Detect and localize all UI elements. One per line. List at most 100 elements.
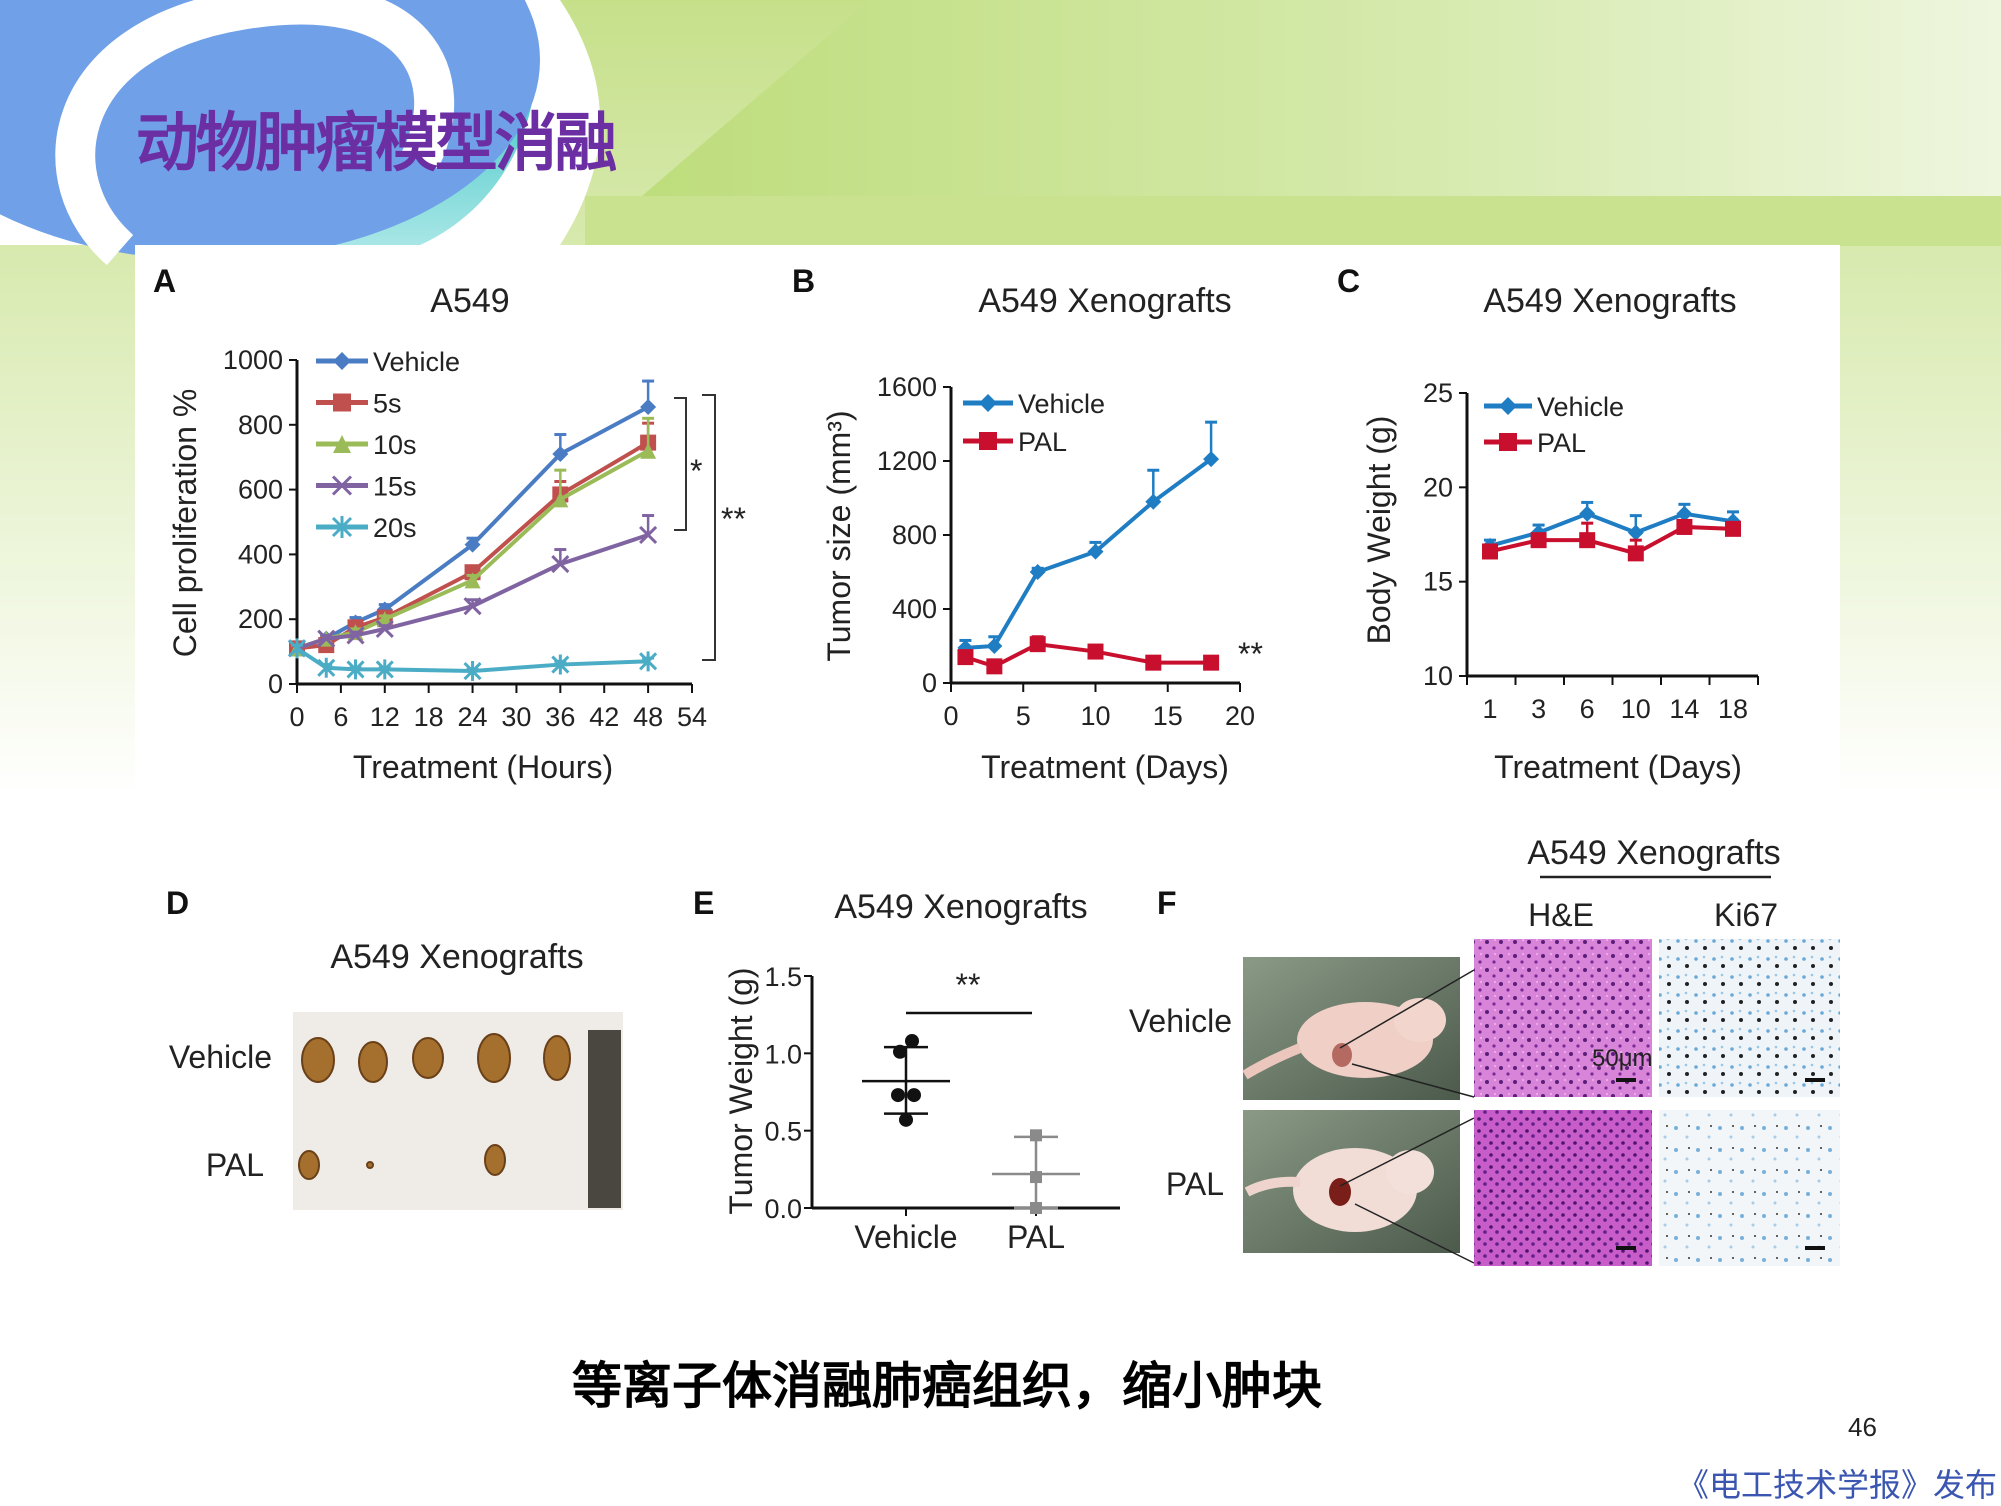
x-tick-label: 15 [1153,701,1183,731]
chart-a: A A549 Cell proliferation % Treatment (H… [153,263,746,785]
y-tick-label: 1600 [877,372,937,402]
panel-d: D A549 Xenografts Vehicle PAL [166,885,623,1210]
x-tick-label: 14 [1669,694,1699,724]
significance-bracket [702,394,716,661]
histology-he-vehicle [1474,939,1652,1097]
data-point [893,1044,907,1059]
data-point-square [979,432,997,450]
histology-he-pal [1474,1110,1652,1266]
column-label-ki67: Ki67 [1714,897,1778,933]
panel-f-header: A549 Xenografts [1527,834,1780,872]
chart-a-xlabel: Treatment (Hours) [353,749,613,785]
x-tick-label: 10 [1621,694,1651,724]
row-label-vehicle: Vehicle [169,1039,272,1075]
slide-title: 动物肿瘤模型消融 [136,107,617,181]
x-tick-label: PAL [1007,1219,1065,1255]
data-point-asterisk [639,651,658,672]
series-line [965,457,1213,650]
data-point-triangle [464,572,481,589]
data-point [905,1033,919,1048]
series-pal [1482,518,1741,562]
series-line [1489,511,1734,548]
y-tick-label: 15 [1423,567,1453,597]
callout-lines [1339,969,1475,1264]
x-tick-label: 48 [633,702,663,732]
x-tick-label: 18 [414,702,444,732]
chart-c: C A549 Xenografts Body Weight (g) Treatm… [1337,263,1759,785]
x-tick-label: 10 [1080,701,1110,731]
legend-label: 15s [373,472,417,502]
data-point-square [1482,543,1498,560]
histology-ki67-pal [1659,1110,1840,1266]
data-point-triangle [552,491,569,508]
data-point-diamond [1145,493,1162,510]
x-tick-label: 0 [289,702,304,732]
data-point-asterisk [463,661,482,682]
legend-label: Vehicle [373,347,460,377]
data-point-diamond [640,398,657,415]
legend-label: PAL [1018,427,1067,457]
data-point-asterisk [346,659,365,680]
data-point-diamond [552,445,569,462]
data-point-asterisk [551,654,570,675]
y-tick-label: 600 [238,475,283,505]
x-tick-label: 6 [333,702,348,732]
data-point-square [1203,654,1220,671]
series-vehicle [289,379,657,657]
significance-marker: ** [956,967,981,1003]
data-point-square [1579,532,1596,549]
chart-a-ylabel: Cell proliferation % [167,389,203,658]
y-tick-label: 25 [1423,378,1453,408]
significance-bracket [674,397,687,531]
chart-a-title: A549 [430,282,509,320]
publisher-footer: 《电工技术学报》发布 [1676,1466,1997,1504]
x-tick-label: 54 [677,702,707,732]
data-point-diamond [333,352,351,370]
data-point-triangle [333,435,351,453]
legend-label: PAL [1537,428,1586,458]
data-point-square [333,393,351,412]
x-tick-label: 0 [943,701,958,731]
x-tick-label: 5 [1016,701,1031,731]
mouse-photo-pal [1243,1110,1460,1253]
x-tick-label: 20 [1225,701,1255,731]
data-point-diamond [464,536,481,553]
data-point-asterisk [331,516,353,538]
x-tick-label: 6 [1580,694,1595,724]
data-point-square [1725,520,1741,537]
legend-label: Vehicle [1018,389,1105,419]
y-tick-label: 1000 [223,345,283,375]
data-point-diamond [1499,397,1517,415]
legend-label: 10s [373,430,417,460]
y-tick-label: 800 [238,410,283,440]
data-point-square [1029,636,1046,653]
legend-label: 5s [373,389,402,419]
data-point-square [1145,654,1162,671]
y-tick-label: 0 [268,669,283,699]
data-point-square [1087,643,1104,660]
data-point-asterisk [317,657,336,678]
slide-caption: 等离子体消融肺癌组织，缩小肿块 [572,1357,1322,1415]
y-tick-label: 400 [892,594,937,624]
y-tick-label: 400 [238,539,283,569]
panel-letter-d: D [166,885,189,921]
data-point-diamond [1627,524,1644,541]
data-point-x [639,525,658,545]
data-point-square [1499,433,1517,451]
chart-b-xlabel: Treatment (Days) [981,749,1229,785]
legend-label: Vehicle [1537,392,1624,422]
series-20s [287,638,658,682]
significance-marker: * [690,453,702,489]
y-tick-label: 20 [1423,472,1453,502]
data-point-diamond [1676,505,1693,522]
panel-letter-a: A [153,263,176,299]
data-point-x [317,629,336,648]
scale-bar-label: 50μm [1592,1045,1653,1072]
panel-f: F A549 Xenografts H&E Ki67 Vehicle PAL [1129,834,1840,1266]
data-point-x [346,626,365,645]
data-point [891,1088,905,1103]
chart-e-ylabel: Tumor Weight (g) [723,967,759,1214]
group-vehicle [862,1033,950,1127]
chart-b-title: A549 Xenografts [978,282,1231,320]
